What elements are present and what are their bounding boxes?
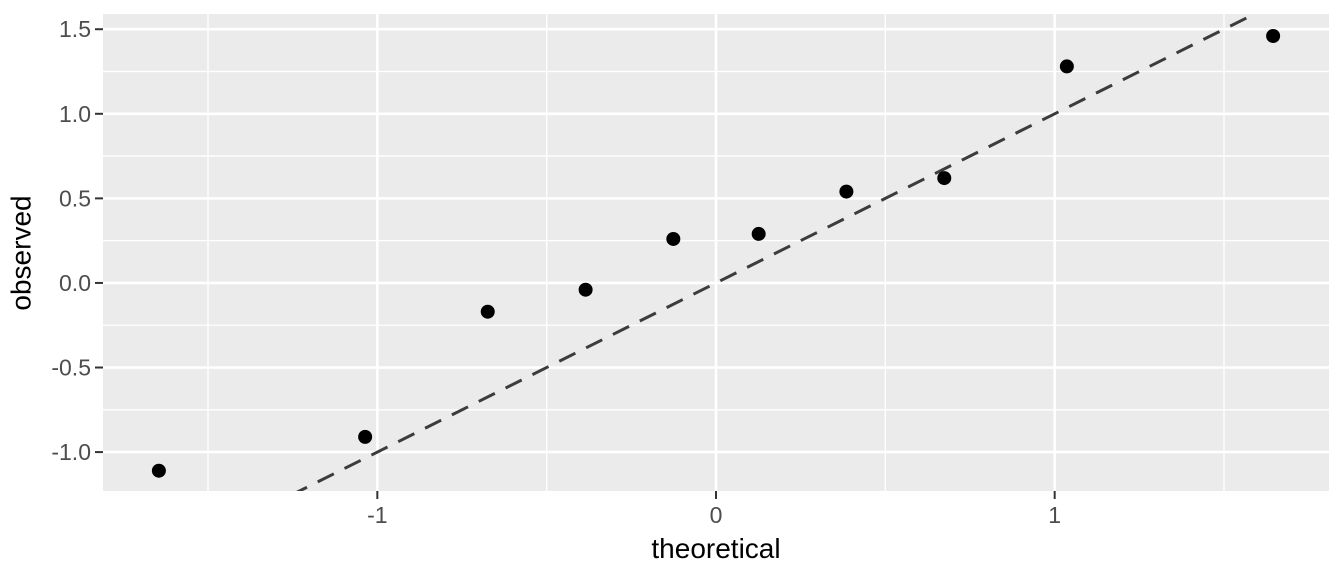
x-tick-label: -1 <box>367 502 387 528</box>
x-tick-label: 0 <box>710 502 723 528</box>
y-tick-label: 0.0 <box>59 270 91 296</box>
y-tick-label: -1.0 <box>51 439 91 465</box>
data-point <box>1059 59 1074 74</box>
data-point <box>480 304 495 319</box>
data-point <box>751 226 766 241</box>
x-tick-label: 1 <box>1048 502 1061 528</box>
data-point <box>839 184 854 199</box>
y-axis-title: observed <box>5 195 37 311</box>
y-tick-label: 0.5 <box>59 185 91 211</box>
x-axis-title: theoretical <box>651 533 781 564</box>
data-point <box>151 463 166 478</box>
data-point <box>578 282 593 297</box>
data-point <box>358 429 373 444</box>
y-tick-label: 1.0 <box>59 101 91 127</box>
data-point <box>666 231 681 246</box>
data-point <box>937 171 952 186</box>
data-point <box>1266 28 1281 43</box>
qq-reference-line <box>296 14 1258 491</box>
y-tick-label: -0.5 <box>51 355 91 381</box>
y-tick-label: 1.5 <box>59 16 91 42</box>
